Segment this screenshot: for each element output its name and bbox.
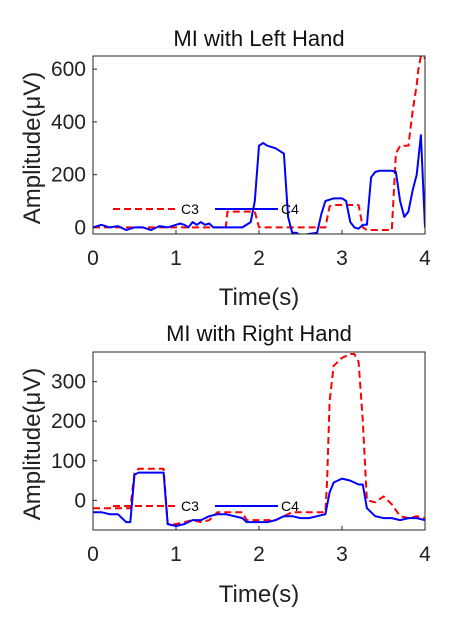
x-tick-label: 0	[87, 543, 99, 566]
series-line-c3	[93, 56, 425, 231]
x-tick-label: 2	[253, 543, 265, 566]
x-tick-label: 1	[170, 247, 182, 270]
series-line-c4	[93, 134, 425, 234]
series-line-c4	[93, 471, 425, 527]
x-tick-label: 4	[419, 247, 431, 270]
x-tick-label: 1	[170, 543, 182, 566]
axes-box	[92, 55, 426, 235]
y-tick-label: 300	[51, 371, 86, 394]
chart-left-hand: MI with Left Hand Amplitude(μV) Time(s) …	[19, 26, 431, 311]
y-axis-label: Amplitude(μV)	[19, 368, 46, 521]
y-tick-label: 0	[74, 489, 86, 512]
y-axis-label-text: Amplitude(μV)	[19, 72, 46, 225]
x-axis-label: Time(s)	[219, 284, 299, 311]
y-tick-label: 600	[51, 58, 86, 81]
y-axis-label: Amplitude(μV)	[19, 72, 46, 225]
axes-box	[92, 351, 426, 531]
legend-label-c3: C3	[181, 201, 199, 217]
legend: C3 C4	[113, 498, 299, 514]
x-tick-label: 4	[419, 543, 431, 566]
legend: C3 C4	[113, 201, 299, 217]
plot-area	[93, 353, 425, 527]
chart-title: MI with Left Hand	[173, 26, 344, 51]
chart-title: MI with Right Hand	[166, 321, 352, 346]
legend-label-c4: C4	[281, 498, 299, 514]
y-axis-label-text: Amplitude(μV)	[19, 368, 46, 521]
chart-right-hand: MI with Right Hand Amplitude(μV) Time(s)…	[19, 321, 431, 608]
x-axis-label: Time(s)	[219, 581, 299, 608]
tick-group: 0 1 2 3 4 0 100 200 300	[51, 371, 431, 566]
tick-group: 0 1 2 3 4 0 200 400 600	[51, 58, 431, 270]
legend-label-c4: C4	[281, 201, 299, 217]
legend-label-c3: C3	[181, 498, 199, 514]
y-tick-label: 200	[51, 164, 86, 187]
x-tick-label: 2	[253, 247, 265, 270]
x-tick-label: 3	[336, 247, 348, 270]
y-tick-label: 100	[51, 450, 86, 473]
x-tick-label: 0	[87, 247, 99, 270]
y-tick-label: 200	[51, 410, 86, 433]
x-tick-label: 3	[336, 543, 348, 566]
series-line-c3	[93, 353, 425, 526]
y-tick-label: 400	[51, 111, 86, 134]
plot-area	[93, 56, 425, 234]
y-tick-label: 0	[74, 216, 86, 239]
